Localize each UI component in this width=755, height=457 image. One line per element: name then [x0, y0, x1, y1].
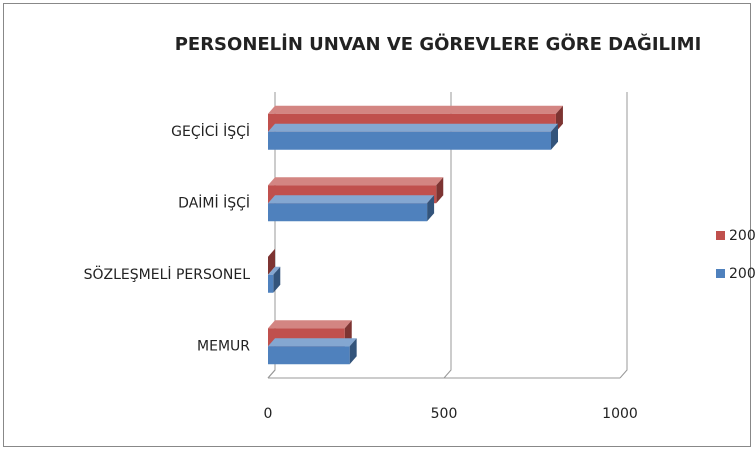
- bar-face: [268, 195, 435, 204]
- bar-face: [427, 195, 435, 222]
- bar: [268, 248, 275, 275]
- bar-face: [268, 105, 563, 114]
- bar-face: [436, 177, 444, 204]
- x-tick-label: 500: [431, 406, 458, 422]
- y-tick-label: GEÇİCİ İŞÇİ: [171, 122, 250, 140]
- bar-face: [268, 346, 350, 365]
- legend-swatch: [716, 231, 725, 240]
- bar-face: [268, 177, 444, 186]
- bar-face: [268, 274, 274, 293]
- legend-label: 2007: [729, 228, 755, 244]
- bar: [268, 338, 357, 365]
- bar-face: [268, 320, 352, 329]
- bar-face: [268, 131, 552, 150]
- bar-face: [268, 266, 281, 275]
- bar: [268, 123, 559, 150]
- bar: [268, 266, 281, 293]
- legend-label: 2006: [729, 266, 755, 282]
- bar-face: [268, 203, 428, 222]
- y-tick-label: SÖZLEŞMELİ PERSONEL: [84, 265, 251, 283]
- bar-face: [551, 123, 559, 150]
- legend-swatch: [716, 269, 725, 278]
- x-tick-label: 1000: [602, 406, 638, 422]
- chart-title: PERSONELİN UNVAN VE GÖREVLERE GÖRE DAĞIL…: [175, 33, 702, 55]
- chart-border: [3, 3, 751, 447]
- x-tick-label: 0: [264, 406, 273, 422]
- grid-line: [619, 92, 628, 379]
- bar-face: [273, 266, 281, 293]
- bar-face: [268, 248, 275, 275]
- bar-face: [268, 338, 357, 347]
- y-tick-label: MEMUR: [197, 338, 250, 354]
- grid-line: [443, 92, 452, 379]
- y-tick-label: DAİMİ İŞÇİ: [178, 193, 250, 211]
- bar: [268, 195, 435, 222]
- bar-face: [268, 123, 559, 132]
- bar-face: [349, 338, 357, 365]
